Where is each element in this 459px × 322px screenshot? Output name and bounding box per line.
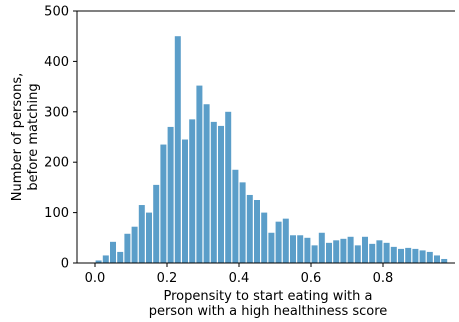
histogram-bar xyxy=(117,251,124,263)
y-tick-label: 400 xyxy=(44,55,69,70)
histogram-bar xyxy=(210,121,217,263)
histogram-bar xyxy=(398,248,404,263)
histogram-bar xyxy=(426,251,433,263)
histogram-bar xyxy=(376,240,383,263)
x-axis-ticks: 0.0 0.2 0.4 0.6 0.8 xyxy=(85,263,394,286)
histogram-bar xyxy=(182,139,188,263)
y-axis-title-line-2: before matching xyxy=(26,83,41,190)
x-axis-title-line-2: person with a high healthiness score xyxy=(149,304,388,319)
x-tick-label: 0.6 xyxy=(301,271,322,286)
histogram-bar xyxy=(203,104,210,264)
histogram-bar xyxy=(196,85,203,263)
histogram-bar xyxy=(412,248,419,263)
histogram-bars xyxy=(95,36,448,264)
histogram-bar xyxy=(218,125,224,263)
histogram-bar xyxy=(174,36,181,264)
y-tick-label: 300 xyxy=(44,105,69,120)
histogram-bar xyxy=(102,255,109,263)
histogram-bar xyxy=(318,232,325,263)
histogram-bar xyxy=(297,235,304,263)
histogram-bar xyxy=(239,182,246,263)
histogram-bar xyxy=(326,242,332,263)
histogram-bar xyxy=(95,260,102,263)
x-tick-label: 0.4 xyxy=(229,271,250,286)
histogram-bar xyxy=(153,184,160,263)
x-axis-title-line-1: Propensity to start eating with a xyxy=(164,289,373,304)
y-tick-label: 100 xyxy=(44,206,69,221)
histogram-bar xyxy=(369,243,376,263)
histogram-bar xyxy=(304,237,311,263)
y-tick-label: 500 xyxy=(44,5,69,20)
histogram-bar xyxy=(254,200,260,263)
histogram-bar xyxy=(232,169,239,263)
histogram-bar xyxy=(124,233,131,263)
histogram-bar xyxy=(383,242,390,263)
histogram-bar xyxy=(354,245,361,263)
histogram-bar xyxy=(419,250,426,263)
histogram-bar xyxy=(290,235,296,263)
histogram-bar xyxy=(390,246,397,263)
histogram-bar xyxy=(347,236,354,263)
histogram-bar xyxy=(275,221,282,263)
y-tick-label: 200 xyxy=(44,156,69,171)
histogram-bar xyxy=(131,226,138,263)
x-tick-label: 0.0 xyxy=(85,271,106,286)
histogram-bar xyxy=(146,212,152,263)
histogram-bar xyxy=(340,238,347,263)
histogram-bar xyxy=(434,255,440,263)
histogram-bar xyxy=(167,126,174,263)
histogram-bar xyxy=(405,247,412,263)
histogram-bar xyxy=(189,119,196,263)
histogram-bar xyxy=(268,232,275,263)
x-tick-label: 0.8 xyxy=(373,271,394,286)
histogram-bar xyxy=(138,205,145,263)
histogram-bar xyxy=(311,245,318,263)
y-tick-label: 0 xyxy=(61,257,69,272)
histogram-bar xyxy=(333,240,340,263)
histogram-bar xyxy=(160,144,167,263)
x-tick-label: 0.2 xyxy=(157,271,178,286)
histogram-bar xyxy=(225,111,232,263)
y-axis-title-line-1: Number of persons, xyxy=(10,73,25,201)
y-axis-ticks: 0 100 200 300 400 500 xyxy=(44,5,77,272)
histogram-bar xyxy=(110,241,116,263)
histogram-bar xyxy=(261,212,268,263)
histogram-bar xyxy=(441,258,448,263)
histogram-bar xyxy=(282,218,289,263)
histogram-bar xyxy=(362,236,368,263)
histogram-bar xyxy=(246,194,253,263)
